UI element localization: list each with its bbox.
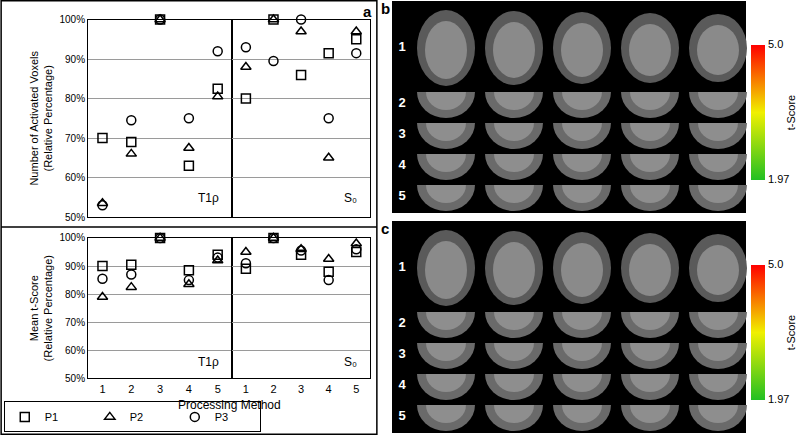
- svg-text:5: 5: [398, 408, 405, 423]
- svg-text:3: 3: [398, 126, 405, 141]
- svg-text:100%: 100%: [59, 232, 85, 243]
- svg-text:4: 4: [186, 383, 192, 395]
- svg-text:80%: 80%: [65, 289, 85, 300]
- svg-text:Mean t-Score(Relative Percenta: Mean t-Score(Relative Percentage): [28, 255, 54, 361]
- svg-text:5: 5: [215, 383, 221, 395]
- svg-text:1: 1: [398, 259, 405, 274]
- svg-text:a: a: [363, 3, 372, 20]
- svg-text:2: 2: [398, 315, 405, 330]
- svg-text:2: 2: [128, 383, 134, 395]
- svg-text:80%: 80%: [65, 93, 85, 104]
- svg-text:3: 3: [298, 383, 304, 395]
- svg-text:50%: 50%: [65, 212, 85, 223]
- svg-text:5: 5: [353, 383, 359, 395]
- svg-text:t-Score: t-Score: [785, 95, 797, 130]
- svg-text:60%: 60%: [65, 172, 85, 183]
- svg-text:5.0: 5.0: [768, 258, 783, 270]
- svg-text:2: 2: [398, 95, 405, 110]
- svg-text:P3: P3: [215, 411, 228, 423]
- svg-text:70%: 70%: [65, 317, 85, 328]
- svg-text:S₀: S₀: [344, 355, 357, 369]
- svg-text:90%: 90%: [65, 261, 85, 272]
- svg-text:3: 3: [398, 346, 405, 361]
- svg-text:1: 1: [398, 39, 405, 54]
- svg-text:5.0: 5.0: [768, 38, 783, 50]
- svg-text:90%: 90%: [65, 54, 85, 65]
- svg-text:S₀: S₀: [344, 191, 357, 205]
- svg-text:T1ρ: T1ρ: [198, 355, 219, 369]
- svg-text:3: 3: [157, 383, 163, 395]
- svg-text:60%: 60%: [65, 345, 85, 356]
- svg-text:P2: P2: [130, 411, 143, 423]
- svg-text:b: b: [381, 0, 390, 17]
- svg-text:4: 4: [326, 383, 332, 395]
- svg-text:2: 2: [270, 383, 276, 395]
- svg-text:50%: 50%: [65, 373, 85, 384]
- svg-text:T1ρ: T1ρ: [198, 191, 219, 205]
- svg-text:Processing Method: Processing Method: [178, 398, 281, 412]
- svg-text:100%: 100%: [59, 14, 85, 25]
- svg-text:P1: P1: [45, 411, 58, 423]
- svg-text:t-Score: t-Score: [785, 315, 797, 350]
- svg-text:4: 4: [398, 377, 406, 392]
- svg-text:1.97: 1.97: [768, 393, 789, 405]
- svg-text:Number of Activated Voxels(Rel: Number of Activated Voxels(Relative Perc…: [28, 51, 54, 186]
- svg-text:c: c: [381, 220, 389, 237]
- svg-text:1: 1: [99, 383, 105, 395]
- svg-text:1.97: 1.97: [768, 173, 789, 185]
- svg-text:70%: 70%: [65, 133, 85, 144]
- svg-text:4: 4: [398, 157, 406, 172]
- svg-text:1: 1: [243, 383, 249, 395]
- svg-text:5: 5: [398, 188, 405, 203]
